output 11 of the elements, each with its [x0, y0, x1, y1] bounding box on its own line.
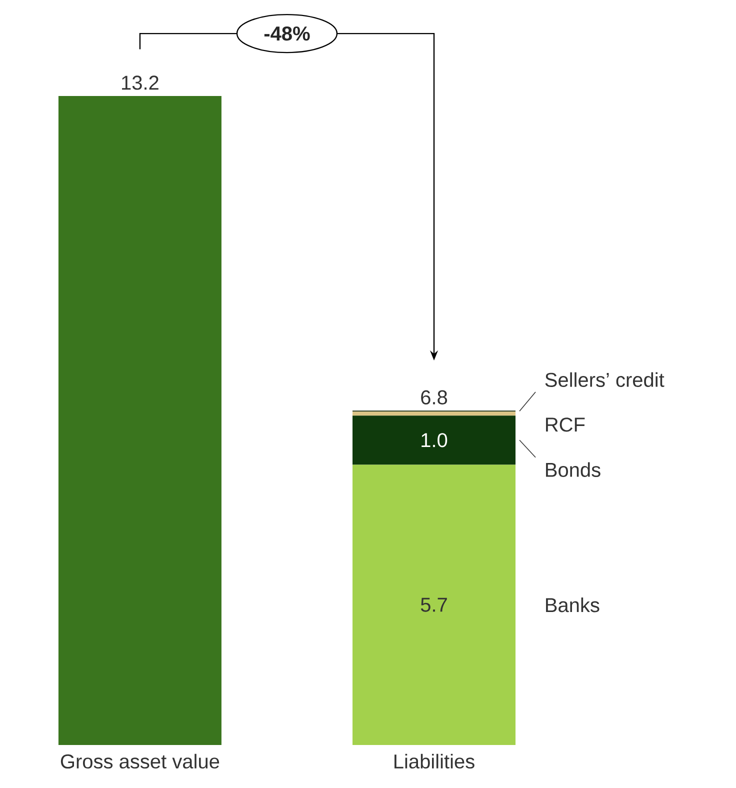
data-label: 13.2 [122, 76, 158, 90]
series-label: Sellers’ credit [545, 372, 664, 387]
total-label: 6.8 [421, 390, 448, 404]
data-label: 5.7 [420, 598, 447, 612]
x-tick-label: Gross asset value [60, 754, 220, 769]
series-label: Banks [546, 598, 600, 612]
series-label: RCF [546, 418, 585, 432]
x-tick-label: Liabilities [394, 754, 474, 769]
text: -48% [264, 26, 310, 41]
data-label: 1.0 [422, 433, 448, 448]
series-label: Bonds [546, 462, 600, 477]
